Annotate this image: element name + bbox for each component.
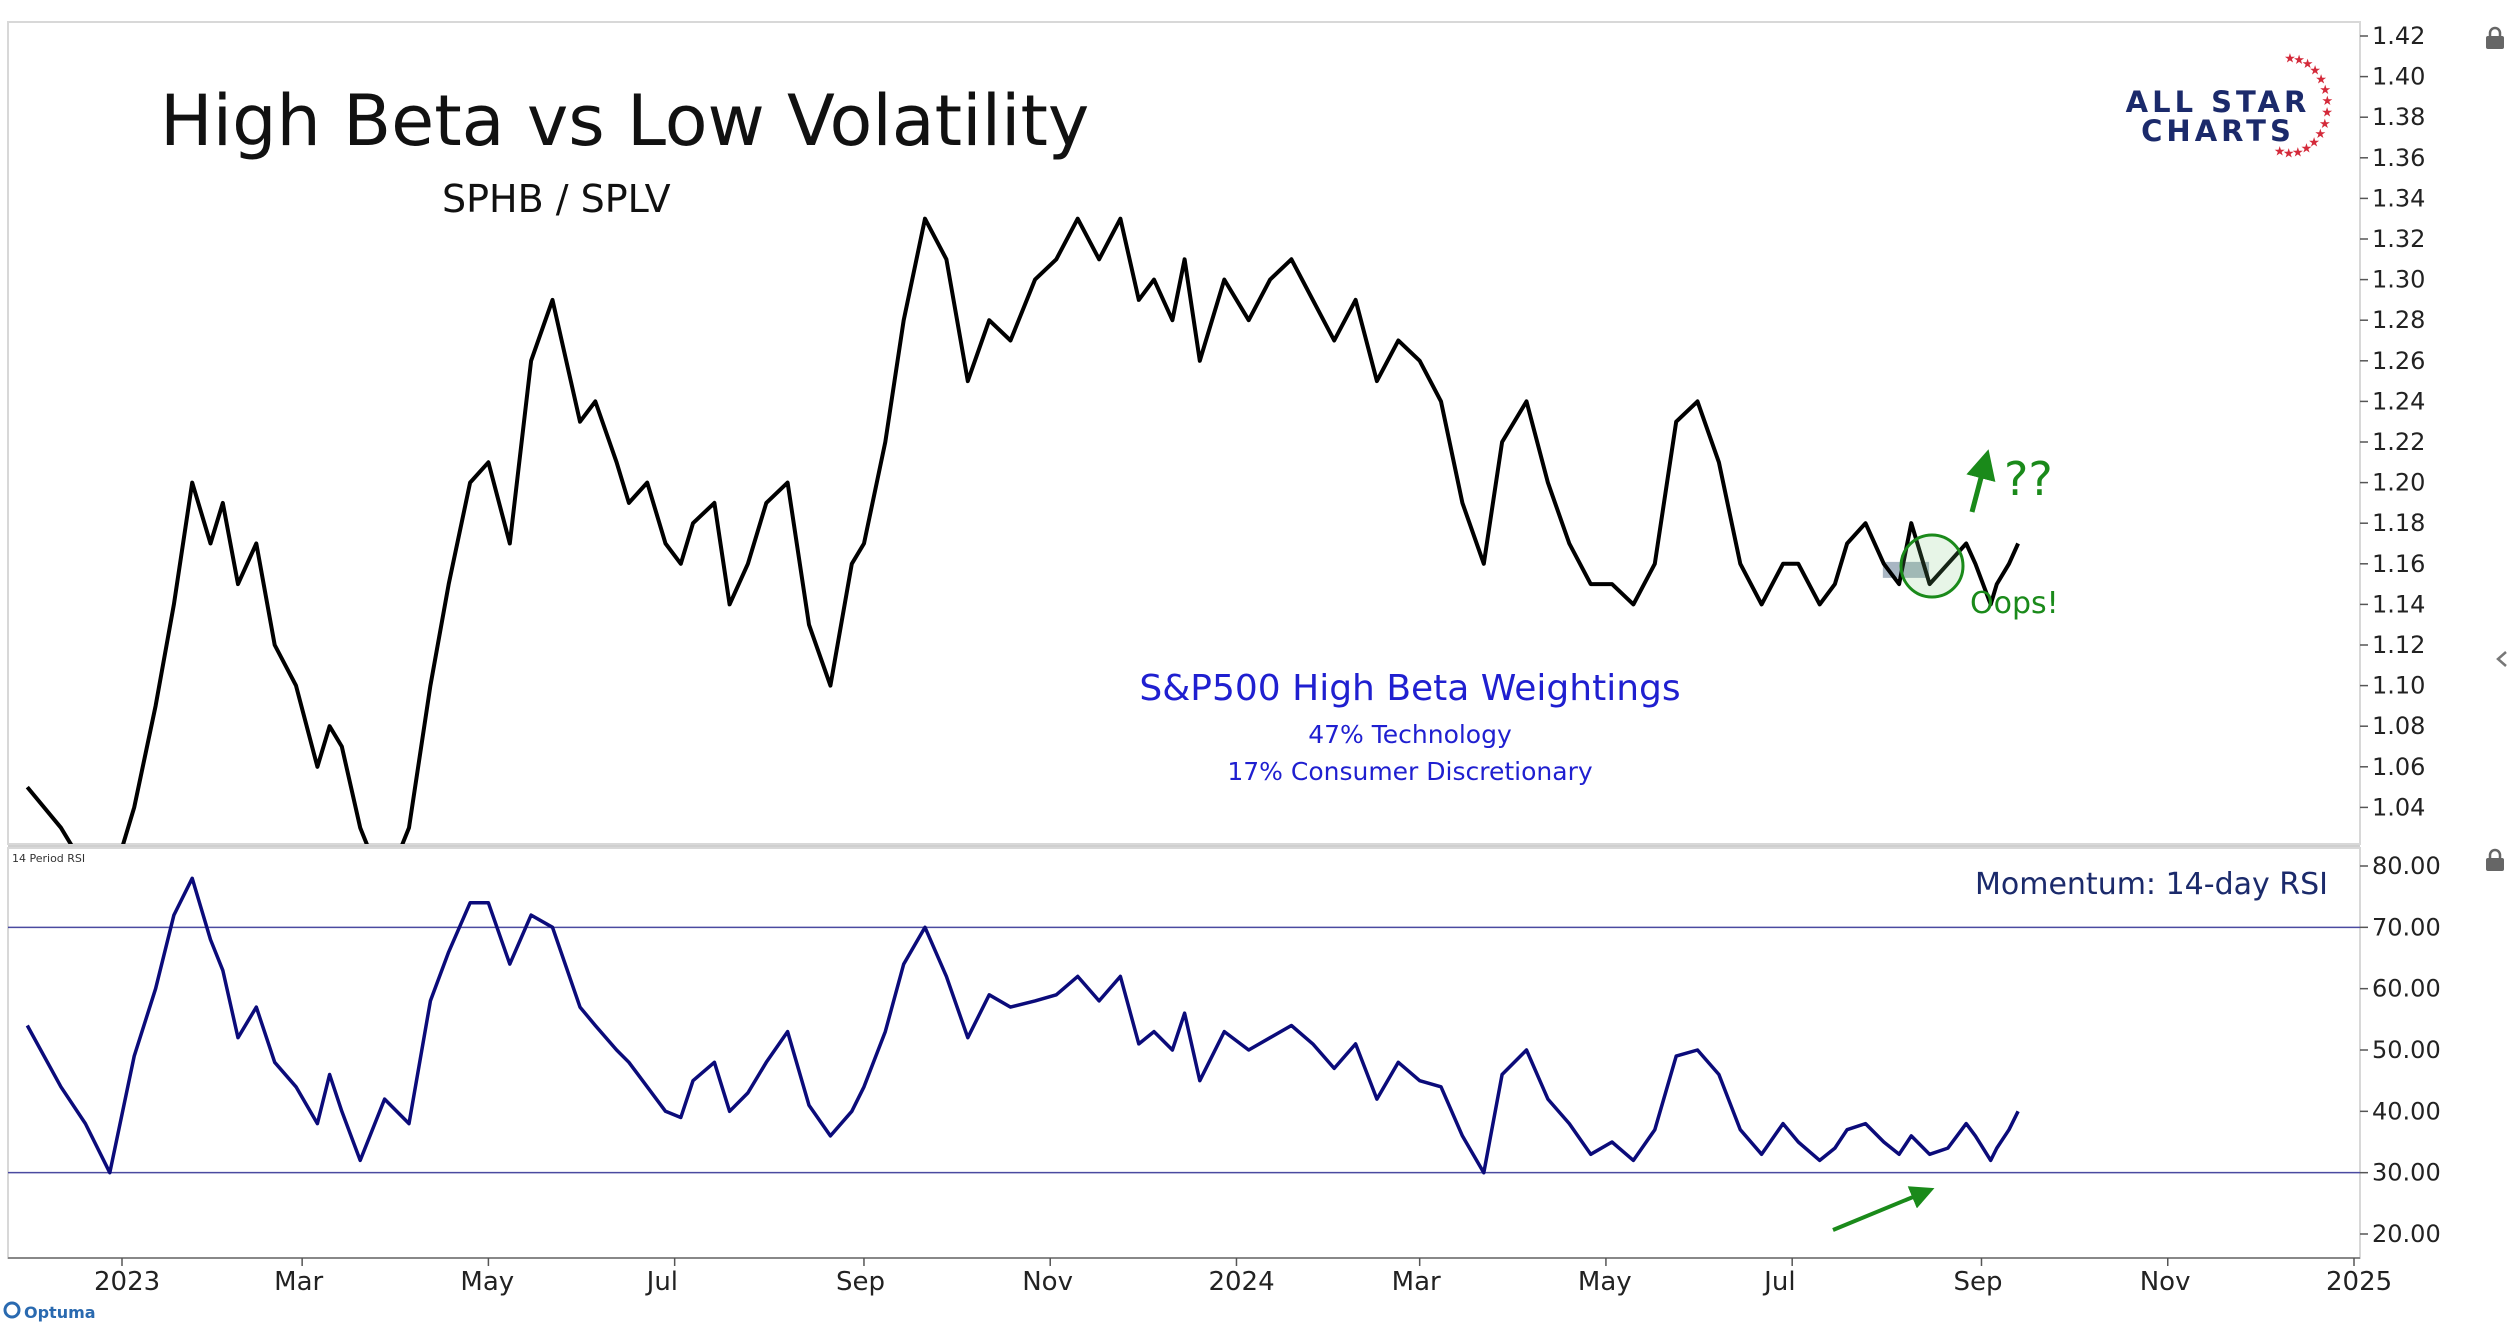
support-zone [1882, 561, 1930, 578]
star-icon: ★ [2308, 135, 2320, 150]
x-tick-label: 2023 [94, 1267, 160, 1297]
upward-arrow [1966, 449, 1996, 513]
x-tick-label: 2025 [2326, 1267, 2392, 1297]
logo-line-2: CHARTS [2141, 114, 2295, 148]
star-icon: ★ [2321, 106, 2333, 121]
star-icon: ★ [2274, 145, 2286, 160]
lock-icon[interactable] [2486, 26, 2504, 49]
rsi-y-tick-label: 70.00 [2372, 913, 2441, 941]
y-tick-label: 1.14 [2372, 590, 2425, 618]
rsi-y-tick-label: 20.00 [2372, 1220, 2441, 1248]
x-axis: 2023 Mar May Jul Sep Nov 2024 Mar May Jul Sep Nov 20… [94, 1258, 2392, 1297]
y-tick-label: 1.18 [2372, 509, 2425, 537]
star-icon: ★ [2321, 94, 2333, 109]
y-tick-label: 1.38 [2372, 103, 2425, 131]
weightings-line-2: 17% Consumer Discretionary [1227, 757, 1593, 786]
star-icon: ★ [2293, 53, 2305, 68]
star-icon: ★ [2301, 142, 2313, 157]
rsi-y-tick-label: 60.00 [2372, 975, 2441, 1003]
optuma-logo: Optuma [3, 1301, 96, 1322]
y-tick-label: 1.10 [2372, 672, 2425, 700]
y-tick-label: 1.42 [2372, 22, 2425, 50]
rsi-reference-lines [8, 926, 2360, 1174]
rsi-series [25, 876, 2020, 1175]
star-icon: ★ [2284, 52, 2296, 67]
y-tick-label: 1.36 [2372, 144, 2425, 172]
rsi-y-tick-label: 50.00 [2372, 1036, 2441, 1064]
chart-subtitle: SPHB / SPLV [442, 177, 671, 221]
rsi-panel-label: 14 Period RSI [12, 852, 85, 865]
star-icon: ★ [2292, 145, 2304, 160]
collapse-arrow-icon[interactable] [2496, 651, 2507, 667]
lock-icon[interactable] [2486, 848, 2504, 871]
x-tick-label: Nov [2140, 1267, 2191, 1297]
x-tick-label: Mar [1392, 1267, 1441, 1297]
rsi-panel-frame [7, 847, 2361, 1259]
x-tick-label: May [1578, 1267, 1632, 1297]
y-tick-label: 1.34 [2372, 184, 2425, 212]
star-icon-ring: ★★★★★★★★★★★★★★★ [2274, 52, 2333, 162]
oops-circle [1899, 533, 1965, 599]
y-tick-label: 1.28 [2372, 306, 2425, 334]
x-tick-label: Mar [274, 1267, 323, 1297]
all-star-charts-logo: ALL STAR CHARTS ★★★★★★★★★★★★★★★ [2126, 52, 2333, 162]
rsi-y-tick-label: 40.00 [2372, 1097, 2441, 1125]
x-tick-label: Sep [836, 1267, 885, 1297]
y-tick-label: 1.12 [2372, 631, 2425, 659]
y-tick-label: 1.16 [2372, 550, 2425, 578]
logo-line-1: ALL STAR [2126, 85, 2311, 119]
x-tick-label: May [460, 1267, 514, 1297]
rsi-line [25, 876, 2020, 1175]
star-icon: ★ [2315, 127, 2327, 142]
momentum-label: Momentum: 14-day RSI [1975, 867, 2328, 902]
oops-label: Oops! [1970, 586, 2059, 621]
rsi-y-tick-label: 30.00 [2372, 1159, 2441, 1187]
star-icon: ★ [2302, 57, 2314, 72]
question-marks: ?? [2004, 452, 2053, 506]
support-zone-band [1882, 561, 1930, 578]
x-tick-label: Sep [1953, 1267, 2002, 1297]
price-line [25, 216, 2020, 844]
x-tick-label: 2024 [1208, 1267, 1274, 1297]
x-tick-label: Nov [1022, 1267, 1073, 1297]
y-tick-label: 1.24 [2372, 387, 2425, 415]
y-tick-label: 1.20 [2372, 469, 2425, 497]
star-icon: ★ [2283, 146, 2295, 161]
chart-title: High Beta vs Low Volatility [160, 80, 1089, 162]
rsi-y-tick-label: 80.00 [2372, 852, 2441, 880]
rsi-y-axis: 80.00 70.00 60.00 50.00 40.00 30.00 20.00 [2360, 852, 2441, 1248]
x-tick-label: Jul [1762, 1267, 1795, 1297]
y-tick-label: 1.08 [2372, 712, 2425, 740]
y-tick-label: 1.30 [2372, 266, 2425, 294]
price-y-axis: 1.42 1.40 1.38 1.36 1.34 1.32 1.30 1.28 1.26 1.24… [2360, 22, 2425, 821]
rsi-divergence-arrow [1832, 1186, 1935, 1232]
star-icon: ★ [2315, 72, 2327, 87]
star-icon: ★ [2309, 64, 2321, 79]
weightings-title: S&P500 High Beta Weightings [1139, 668, 1680, 709]
optuma-label: Optuma [24, 1303, 96, 1322]
price-panel-frame [7, 21, 2361, 845]
x-tick-label: Jul [645, 1267, 678, 1297]
y-tick-label: 1.32 [2372, 225, 2425, 253]
y-tick-label: 1.04 [2372, 793, 2425, 821]
y-tick-label: 1.26 [2372, 347, 2425, 375]
y-tick-label: 1.22 [2372, 428, 2425, 456]
star-icon: ★ [2319, 83, 2331, 98]
star-icon: ★ [2319, 117, 2331, 132]
price-series [25, 216, 2020, 844]
y-tick-label: 1.06 [2372, 753, 2425, 781]
y-tick-label: 1.40 [2372, 63, 2425, 91]
weightings-line-1: 47% Technology [1308, 720, 1512, 749]
